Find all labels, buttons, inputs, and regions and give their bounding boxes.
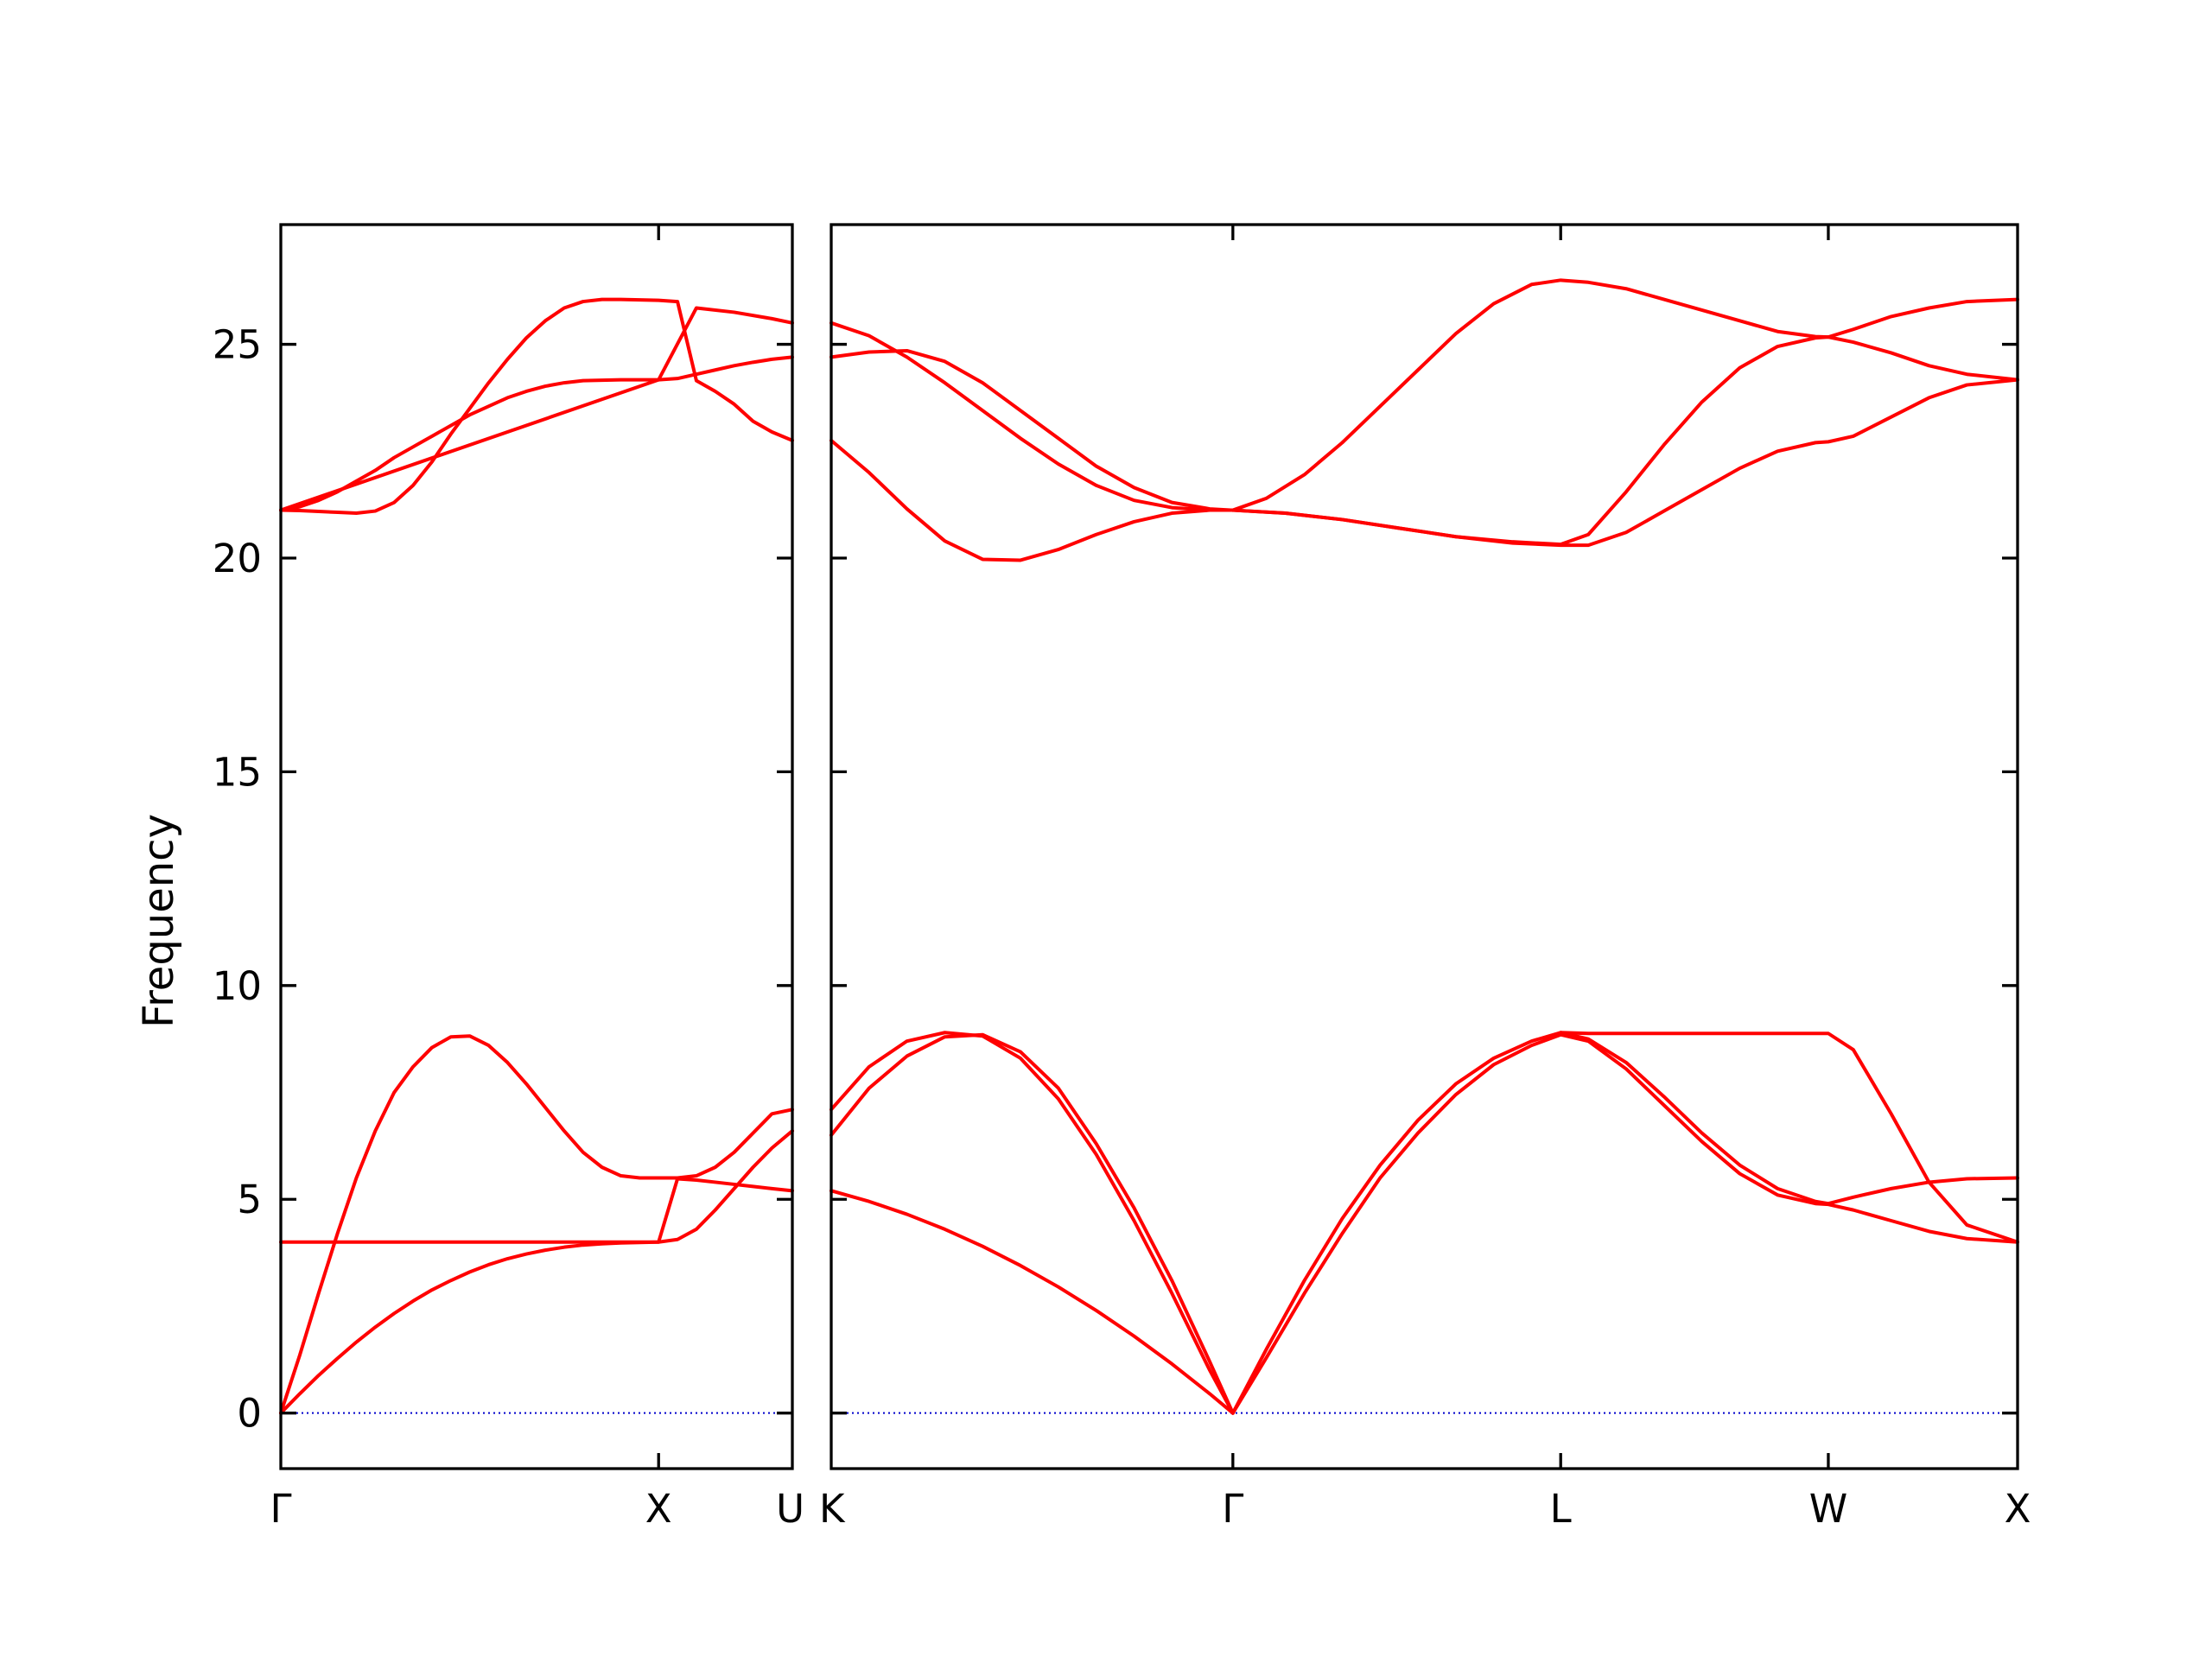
y-axis-label: Frequency <box>135 814 183 1028</box>
x-tick-label: Γ <box>1222 1486 1243 1532</box>
band-line-6 <box>279 1177 794 1244</box>
x-tick-label: W <box>1809 1486 1848 1532</box>
x-tick-label: X <box>645 1486 672 1532</box>
band-line-12 <box>1230 278 2019 512</box>
band-line-4 <box>1230 1031 2019 1415</box>
band-line-2 <box>279 1034 794 1415</box>
panel-1: 0 5 10 15 20 25 Γ X U <box>213 223 804 1532</box>
x-tick-label: X <box>2005 1486 2031 1532</box>
band-line-2 <box>830 1032 1235 1415</box>
band-line-5 <box>279 306 794 512</box>
band-line-3 <box>279 297 794 516</box>
plot-frame <box>830 223 2019 1470</box>
band-line-6 <box>1559 1031 2019 1244</box>
band-line-4 <box>279 355 794 512</box>
band-line-5 <box>1230 1032 2019 1415</box>
band-line-3 <box>830 1031 1235 1415</box>
y-tick-label: 0 <box>237 1391 262 1437</box>
y-tick-label: 25 <box>213 322 262 368</box>
x-tick-label: Γ <box>270 1486 291 1532</box>
y-tick-label: 15 <box>213 749 262 795</box>
x-tick-label: U <box>776 1486 804 1532</box>
y-tick-label: 10 <box>213 963 262 1009</box>
band-line-9 <box>830 321 1235 512</box>
band-line-8 <box>830 348 1235 512</box>
plot-frame <box>279 223 794 1470</box>
y-tick-label: 5 <box>237 1177 262 1222</box>
y-tick-label: 20 <box>213 536 262 581</box>
band-line-1 <box>279 1129 794 1415</box>
band-line-7 <box>830 438 1235 562</box>
band-line-1 <box>830 1189 1235 1415</box>
band-line-11 <box>1230 335 2019 547</box>
x-tick-label: L <box>1550 1486 1572 1532</box>
x-tick-label: K <box>819 1486 846 1532</box>
